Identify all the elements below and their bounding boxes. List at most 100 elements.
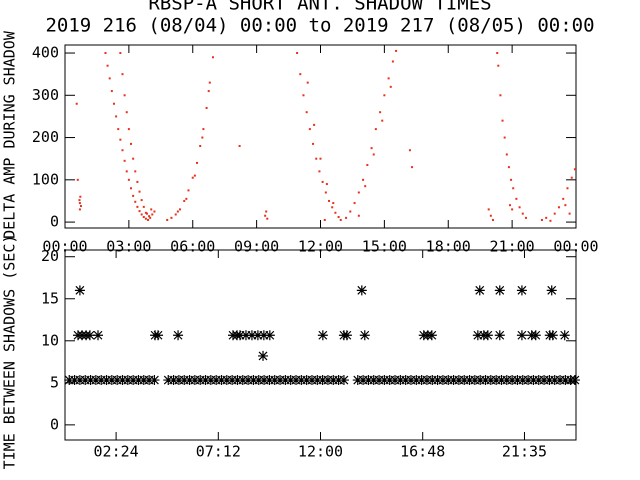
data-point xyxy=(546,285,557,296)
data-point xyxy=(328,375,339,386)
data-point xyxy=(515,197,518,200)
data-point xyxy=(395,375,406,386)
data-point xyxy=(123,159,126,162)
data-point xyxy=(549,219,552,222)
data-point xyxy=(501,375,512,386)
data-point xyxy=(322,375,333,386)
data-point xyxy=(74,285,85,296)
data-point xyxy=(144,211,147,214)
data-point xyxy=(568,212,571,215)
data-point xyxy=(110,90,113,93)
x-tick-label: 21:00 xyxy=(490,238,535,256)
data-point xyxy=(489,214,492,217)
data-point xyxy=(119,138,122,141)
data-point xyxy=(285,375,296,386)
data-point xyxy=(338,375,349,386)
data-point xyxy=(405,375,416,386)
data-point xyxy=(163,375,174,386)
data-point xyxy=(211,56,214,59)
data-point xyxy=(184,375,195,386)
data-point xyxy=(106,375,117,386)
data-point xyxy=(246,330,257,341)
x-tick-label: 00:00 xyxy=(42,238,87,256)
data-point xyxy=(138,375,149,386)
data-point xyxy=(560,375,571,386)
data-point xyxy=(501,119,504,122)
data-point xyxy=(132,157,135,160)
data-point xyxy=(138,190,141,193)
y-tick-label: 5 xyxy=(50,373,59,391)
data-point xyxy=(518,206,521,209)
data-point xyxy=(78,208,81,211)
data-point xyxy=(510,178,513,181)
data-point xyxy=(166,218,169,221)
data-point xyxy=(562,197,565,200)
x-tick-label: 06:00 xyxy=(170,238,215,256)
data-point xyxy=(238,145,241,148)
data-point xyxy=(426,330,437,341)
data-point xyxy=(75,102,78,105)
data-point xyxy=(540,218,543,221)
data-point xyxy=(125,170,128,173)
data-point xyxy=(174,213,177,216)
data-point xyxy=(325,183,328,186)
data-point xyxy=(132,194,135,197)
data-point xyxy=(324,191,327,194)
data-point xyxy=(395,49,398,52)
data-point xyxy=(134,170,137,173)
data-point xyxy=(79,205,82,208)
data-point xyxy=(318,170,321,173)
data-point xyxy=(128,375,139,386)
data-point xyxy=(150,208,153,211)
data-point xyxy=(364,185,367,188)
data-point xyxy=(266,217,269,220)
data-point xyxy=(363,375,374,386)
data-point xyxy=(459,375,470,386)
chart-title: RBSP-A SHORT ANT. SHADOW TIMES xyxy=(148,0,491,15)
data-point xyxy=(248,375,259,386)
data-point xyxy=(115,115,118,118)
data-point xyxy=(408,149,411,152)
data-point xyxy=(144,375,155,386)
data-point xyxy=(333,375,344,386)
data-point xyxy=(359,330,370,341)
data-point xyxy=(216,375,227,386)
data-point xyxy=(305,111,308,114)
data-point xyxy=(96,375,107,386)
chart-subtitle: 2019 216 (08/04) 00:00 to 2019 217 (08/0… xyxy=(45,15,594,37)
data-point xyxy=(144,217,147,220)
data-point xyxy=(521,212,524,215)
data-point xyxy=(321,180,324,183)
data-point xyxy=(265,210,268,213)
data-point xyxy=(374,375,385,386)
data-point xyxy=(416,375,427,386)
data-point xyxy=(205,106,208,109)
data-point xyxy=(85,375,96,386)
data-point xyxy=(553,212,556,215)
data-point xyxy=(432,375,443,386)
data-point xyxy=(499,94,502,97)
data-point xyxy=(357,214,360,217)
data-point xyxy=(383,94,386,97)
data-point xyxy=(427,375,438,386)
y-tick-label: 15 xyxy=(41,289,59,307)
data-point xyxy=(291,375,302,386)
data-point xyxy=(258,330,269,341)
data-point xyxy=(391,60,394,63)
data-point xyxy=(549,375,560,386)
x-tick-label: 00:00 xyxy=(553,238,598,256)
data-point xyxy=(170,216,173,219)
data-point xyxy=(136,180,139,183)
data-point xyxy=(559,330,570,341)
data-point xyxy=(208,81,211,84)
y-tick-label: 400 xyxy=(32,44,59,62)
data-point xyxy=(312,375,323,386)
x-tick-label: 16:48 xyxy=(400,443,445,461)
data-point xyxy=(306,81,309,84)
data-point xyxy=(117,375,128,386)
data-point xyxy=(191,176,194,179)
data-point xyxy=(482,330,493,341)
data-point xyxy=(353,202,356,205)
data-point xyxy=(301,375,312,386)
x-tick-label: 12:00 xyxy=(298,238,343,256)
